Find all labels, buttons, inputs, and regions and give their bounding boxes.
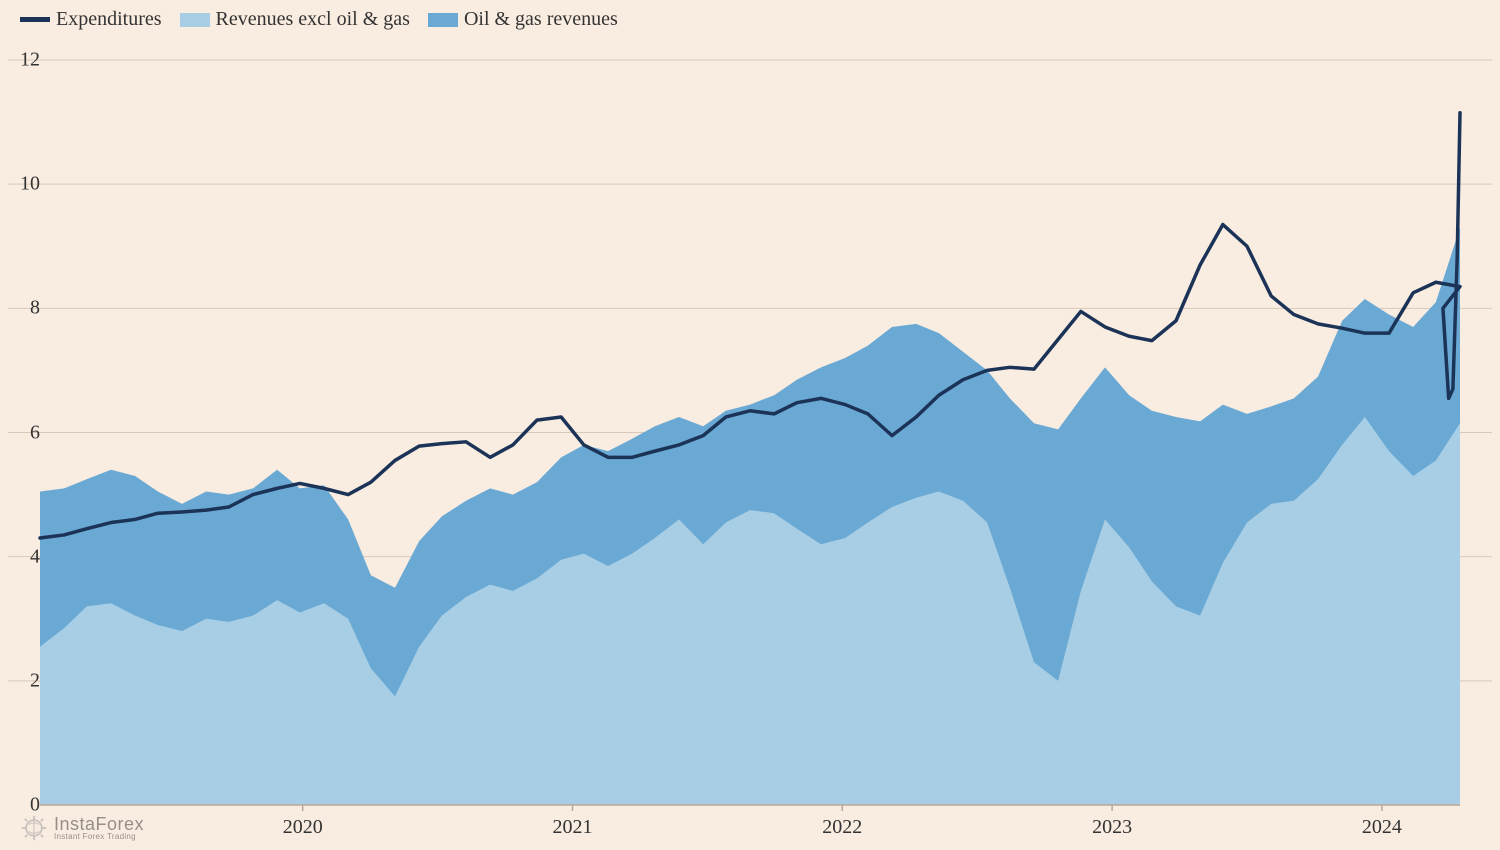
legend-label: Expenditures bbox=[56, 8, 162, 31]
legend-area-swatch bbox=[428, 13, 458, 27]
x-axis: 2020 2021 2022 2023 2024 bbox=[0, 810, 1500, 850]
x-tick-label: 2023 bbox=[1092, 816, 1132, 839]
watermark: InstaForex Instant Forex Trading bbox=[20, 814, 144, 842]
y-tick-label: 2 bbox=[0, 669, 40, 692]
gear-globe-icon bbox=[20, 814, 48, 842]
x-tick-label: 2020 bbox=[283, 816, 323, 839]
chart-container: Expenditures Revenues excl oil & gas Oil &… bbox=[0, 0, 1500, 850]
y-tick-label: 4 bbox=[0, 545, 40, 568]
y-tick-label: 10 bbox=[0, 173, 40, 196]
y-tick-label: 6 bbox=[0, 421, 40, 444]
legend-item: Revenues excl oil & gas bbox=[180, 8, 410, 31]
watermark-sub: Instant Forex Trading bbox=[54, 833, 144, 841]
x-tick-label: 2022 bbox=[822, 816, 862, 839]
y-tick-label: 12 bbox=[0, 49, 40, 72]
chart-svg bbox=[0, 0, 1500, 850]
legend-area-swatch bbox=[180, 13, 210, 27]
legend-line-swatch bbox=[20, 17, 50, 22]
y-tick-label: 8 bbox=[0, 297, 40, 320]
legend-label: Revenues excl oil & gas bbox=[216, 8, 410, 31]
x-tick-label: 2021 bbox=[553, 816, 593, 839]
legend: Expenditures Revenues excl oil & gas Oil &… bbox=[20, 8, 618, 31]
legend-item: Expenditures bbox=[20, 8, 162, 31]
x-tick-label: 2024 bbox=[1362, 816, 1402, 839]
legend-label: Oil & gas revenues bbox=[464, 8, 618, 31]
watermark-brand: InstaForex bbox=[54, 815, 144, 833]
legend-item: Oil & gas revenues bbox=[428, 8, 618, 31]
